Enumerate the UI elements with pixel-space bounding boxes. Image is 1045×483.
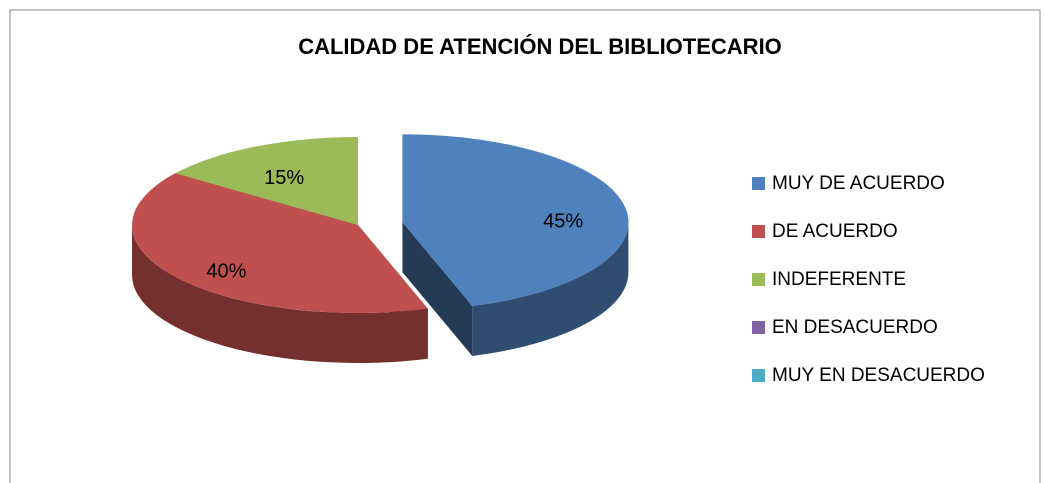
legend-label: EN DESACUERDO <box>772 317 938 338</box>
legend-swatch <box>752 273 765 286</box>
slice <box>402 134 629 306</box>
slice <box>175 137 358 225</box>
legend-swatch <box>752 369 765 382</box>
slice <box>132 173 428 313</box>
legend-label: DE ACUERDO <box>772 221 898 242</box>
data-label: 15% <box>264 167 304 189</box>
slice-side <box>132 225 428 364</box>
data-label: 40% <box>206 261 246 283</box>
legend-swatch <box>752 321 765 334</box>
legend-label: MUY DE ACUERDO <box>772 173 945 194</box>
chart-frame <box>9 9 1041 483</box>
chart-title: CALIDAD DE ATENCIÓN DEL BIBLIOTECARIO <box>298 34 782 59</box>
legend-swatch <box>752 177 765 190</box>
data-label: 45% <box>543 211 583 233</box>
legend-label: INDEFERENTE <box>772 269 906 290</box>
slice-side <box>472 222 629 356</box>
slice-face <box>402 222 473 356</box>
legend-label: MUY EN DESACUERDO <box>772 365 985 386</box>
legend-swatch <box>752 225 765 238</box>
